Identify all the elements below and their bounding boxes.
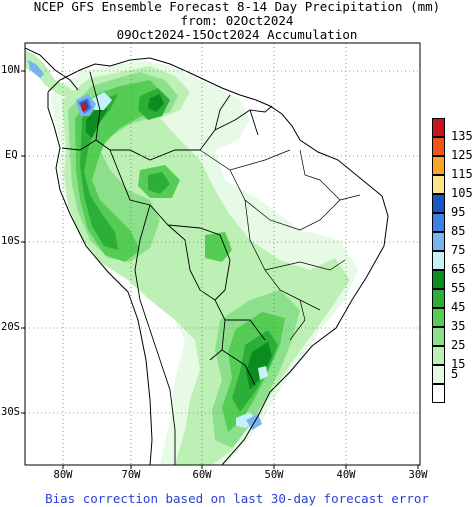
lon-label-30w: 30W [408, 469, 428, 481]
state-borders [199, 149, 361, 341]
legend-label-15: 15 [451, 357, 466, 371]
legend-swatch-135 [432, 118, 445, 137]
legend-swatch-85 [432, 213, 445, 232]
lon-label-40w: 40W [336, 469, 356, 481]
legend-swatch-75 [432, 232, 445, 251]
legend-swatch-35 [432, 308, 445, 327]
legend-label-55: 55 [451, 281, 466, 295]
legend-swatch-115 [432, 156, 445, 175]
legend-label-25: 25 [451, 338, 466, 352]
lon-label-70w: 70W [121, 469, 141, 481]
legend-swatch-55 [432, 270, 445, 289]
legend-label-135: 135 [451, 129, 473, 143]
lat-label-20s: 20S [1, 321, 20, 333]
precip-135mm-area [81, 102, 87, 111]
legend-label-95: 95 [451, 205, 466, 219]
legend-label-35: 35 [451, 319, 466, 333]
lon-label-60w: 60W [192, 469, 212, 481]
legend-swatch-65 [432, 251, 445, 270]
legend-swatch-45 [432, 289, 445, 308]
title-line-3: 09Oct2024-15Oct2024 Accumulation [116, 27, 358, 42]
legend-swatch-25 [432, 327, 445, 346]
lat-label-10s: 10S [1, 235, 20, 247]
lat-label-eq: EQ [5, 149, 18, 161]
legend-label-105: 105 [451, 186, 473, 200]
legend-label-65: 65 [451, 262, 466, 276]
lat-label-30s: 30S [1, 406, 20, 418]
title-line-1: NCEP GFS Ensemble Forecast 8-14 Day Prec… [33, 0, 441, 14]
coastline [25, 47, 389, 465]
bias-correction-note: Bias correction based on last 30-day for… [45, 491, 429, 506]
title-line-2: from: 02Oct2024 [180, 13, 294, 28]
legend-swatch-125 [432, 137, 445, 156]
country-borders [61, 71, 273, 465]
legend-swatch-105 [432, 175, 445, 194]
legend-label-125: 125 [451, 148, 473, 162]
precip-55mm-area [86, 94, 272, 390]
lon-label-50w: 50W [264, 469, 284, 481]
legend-label-85: 85 [451, 224, 466, 238]
lon-label-80w: 80W [53, 469, 73, 481]
legend-swatch-0 [432, 384, 445, 403]
lat-label-10n: 10N [1, 64, 20, 76]
legend-label-115: 115 [451, 167, 473, 181]
legend-swatch-5 [432, 365, 445, 384]
legend-swatch-15 [432, 346, 445, 365]
legend-label-75: 75 [451, 243, 466, 257]
legend-swatch-95 [432, 194, 445, 213]
legend-label-5: 5 [451, 367, 459, 381]
legend-label-45: 45 [451, 300, 466, 314]
map-frame [24, 42, 421, 466]
precip-35mm-area [75, 80, 285, 432]
